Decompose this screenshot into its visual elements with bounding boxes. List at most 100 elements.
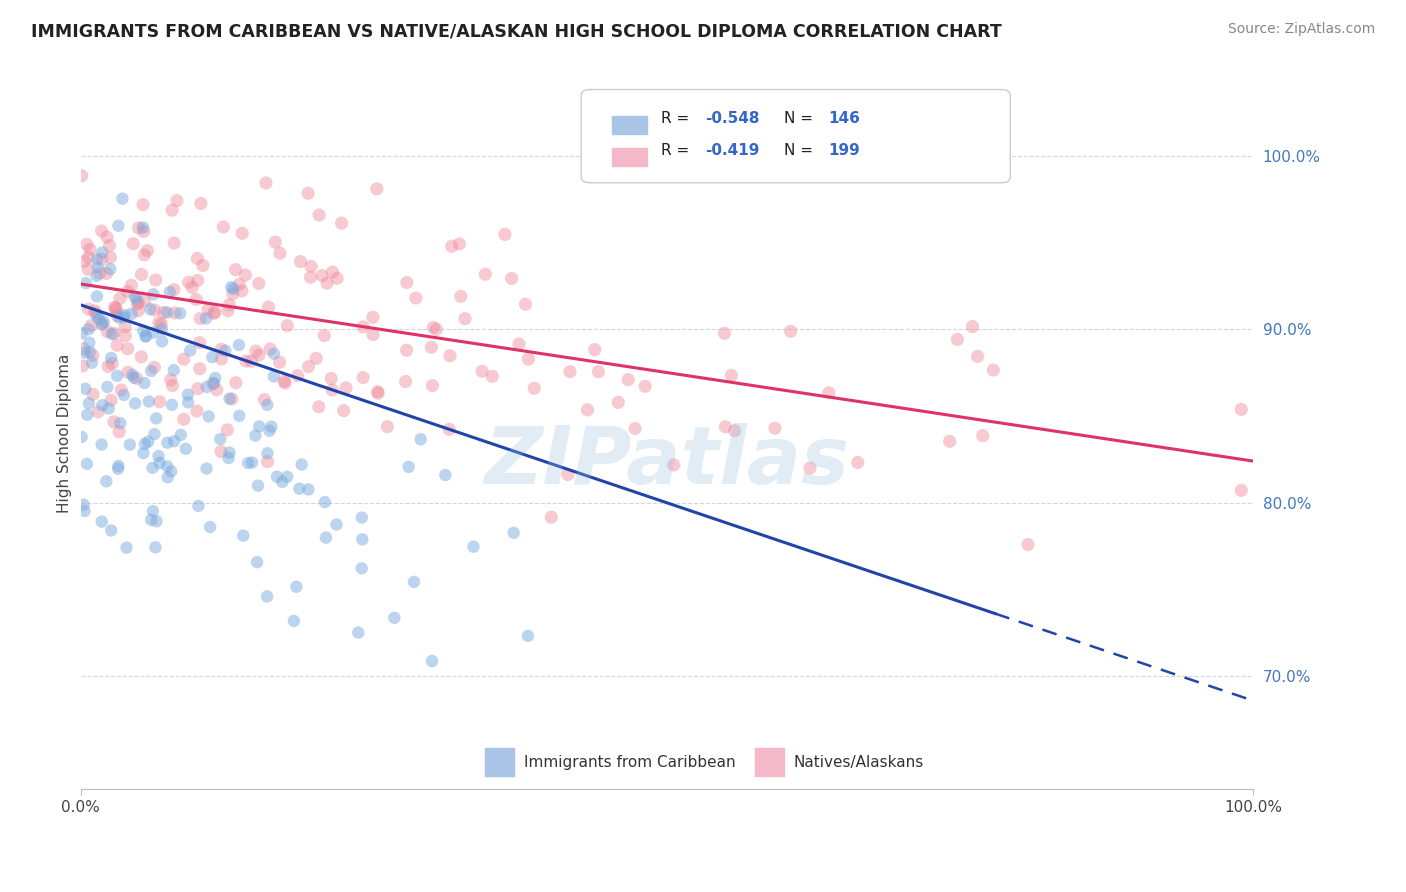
Point bbox=[125, 371, 148, 385]
Point bbox=[523, 381, 546, 395]
Point bbox=[73, 345, 96, 359]
Point bbox=[231, 284, 253, 298]
FancyBboxPatch shape bbox=[581, 89, 1011, 183]
Point bbox=[187, 382, 209, 396]
Point bbox=[247, 277, 270, 291]
Point bbox=[583, 343, 606, 357]
Point bbox=[152, 305, 174, 319]
Point bbox=[235, 268, 257, 282]
Point bbox=[377, 419, 399, 434]
Point bbox=[107, 458, 129, 473]
Point bbox=[149, 394, 172, 409]
FancyBboxPatch shape bbox=[485, 747, 515, 776]
Point bbox=[779, 324, 801, 338]
Point bbox=[225, 262, 247, 277]
Point bbox=[332, 403, 354, 417]
Point bbox=[471, 364, 494, 378]
Point bbox=[132, 224, 155, 238]
Point bbox=[141, 513, 163, 527]
Point bbox=[315, 531, 337, 545]
Point bbox=[96, 230, 118, 244]
Point bbox=[398, 459, 420, 474]
Point bbox=[114, 328, 136, 343]
Point bbox=[263, 347, 285, 361]
Point bbox=[517, 629, 540, 643]
Point bbox=[80, 356, 103, 370]
Point bbox=[159, 373, 181, 387]
Point bbox=[439, 349, 461, 363]
Point bbox=[142, 461, 165, 475]
Point bbox=[288, 482, 311, 496]
Point bbox=[75, 382, 97, 396]
Point bbox=[90, 224, 112, 238]
Point bbox=[218, 298, 240, 312]
Point bbox=[195, 380, 218, 394]
Point bbox=[217, 303, 239, 318]
Point bbox=[77, 262, 100, 277]
Point bbox=[145, 411, 167, 425]
Point bbox=[117, 285, 139, 299]
Point bbox=[70, 326, 93, 340]
Text: R =: R = bbox=[661, 144, 695, 158]
Point bbox=[84, 304, 107, 318]
Point bbox=[115, 541, 138, 555]
Point bbox=[517, 352, 540, 367]
Point bbox=[617, 373, 640, 387]
Point bbox=[269, 246, 291, 260]
Point bbox=[80, 318, 103, 333]
Point bbox=[817, 385, 839, 400]
Point bbox=[246, 478, 269, 492]
Point bbox=[218, 451, 240, 466]
Point bbox=[125, 293, 148, 307]
Point bbox=[110, 383, 132, 397]
Point bbox=[190, 196, 212, 211]
Point bbox=[254, 176, 277, 190]
Point bbox=[96, 475, 118, 489]
Point bbox=[214, 343, 236, 358]
Point bbox=[134, 293, 156, 308]
Point bbox=[409, 432, 432, 446]
Point bbox=[422, 320, 444, 334]
Point bbox=[420, 340, 443, 354]
Point bbox=[395, 343, 418, 358]
Point bbox=[186, 293, 208, 307]
Point bbox=[77, 250, 100, 264]
Point bbox=[195, 461, 218, 475]
Point bbox=[266, 469, 288, 483]
Point bbox=[156, 435, 179, 450]
Point bbox=[169, 306, 191, 320]
Point bbox=[202, 376, 225, 391]
Point bbox=[77, 322, 100, 336]
Point bbox=[502, 525, 524, 540]
Point bbox=[181, 280, 204, 294]
Point bbox=[170, 428, 193, 442]
Point bbox=[236, 456, 259, 470]
Point bbox=[634, 379, 657, 393]
Point bbox=[163, 306, 186, 320]
Point bbox=[107, 462, 129, 476]
Y-axis label: High School Diploma: High School Diploma bbox=[58, 353, 72, 513]
Point bbox=[218, 392, 240, 406]
Point bbox=[434, 468, 457, 483]
FancyBboxPatch shape bbox=[612, 147, 647, 167]
Point bbox=[247, 348, 270, 362]
Point bbox=[91, 245, 114, 260]
Point bbox=[291, 458, 314, 472]
Point bbox=[256, 590, 278, 604]
Point bbox=[122, 236, 145, 251]
Point bbox=[127, 296, 149, 310]
Point bbox=[90, 437, 112, 451]
Point bbox=[117, 365, 139, 379]
Point bbox=[127, 295, 149, 310]
Point bbox=[425, 322, 447, 336]
Point bbox=[352, 533, 374, 547]
Point bbox=[75, 276, 97, 290]
Point bbox=[962, 319, 984, 334]
Point bbox=[110, 416, 132, 430]
Point bbox=[463, 540, 485, 554]
Point bbox=[162, 378, 184, 392]
Point bbox=[316, 277, 339, 291]
Point bbox=[287, 368, 309, 383]
Point bbox=[98, 262, 121, 277]
Point bbox=[225, 376, 247, 390]
